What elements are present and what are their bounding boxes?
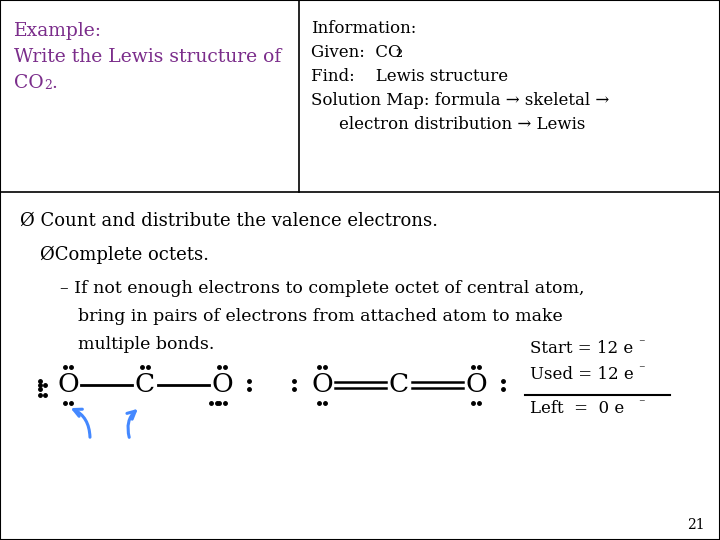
Text: C: C	[135, 373, 155, 397]
Text: bring in pairs of electrons from attached atom to make: bring in pairs of electrons from attache…	[78, 308, 563, 325]
Text: ØComplete octets.: ØComplete octets.	[40, 246, 209, 264]
Text: ⁻: ⁻	[638, 363, 644, 376]
Text: – If not enough electrons to complete octet of central atom,: – If not enough electrons to complete oc…	[60, 280, 585, 296]
Text: multiple bonds.: multiple bonds.	[78, 336, 215, 353]
Text: C: C	[389, 373, 409, 397]
Text: Solution Map: formula → skeletal →: Solution Map: formula → skeletal →	[311, 92, 609, 109]
Text: 2: 2	[395, 49, 402, 59]
Text: 2: 2	[44, 79, 52, 92]
Text: electron distribution → Lewis: electron distribution → Lewis	[339, 116, 585, 133]
Text: O: O	[57, 373, 79, 397]
Text: 21: 21	[688, 518, 705, 532]
Text: O: O	[465, 373, 487, 397]
Text: .: .	[51, 74, 57, 92]
Text: ⁻: ⁻	[638, 337, 644, 350]
Text: Used = 12 e: Used = 12 e	[530, 366, 634, 383]
Text: ⁻: ⁻	[638, 397, 644, 410]
Text: Ø Count and distribute the valence electrons.: Ø Count and distribute the valence elect…	[20, 212, 438, 230]
Text: O: O	[211, 373, 233, 397]
Text: Write the Lewis structure of: Write the Lewis structure of	[14, 48, 282, 66]
Text: O: O	[311, 373, 333, 397]
Text: CO: CO	[14, 74, 44, 92]
Text: Left  =  0 e: Left = 0 e	[530, 400, 624, 417]
Text: Example:: Example:	[14, 22, 102, 40]
Text: Information:: Information:	[311, 20, 416, 37]
Text: Find:    Lewis structure: Find: Lewis structure	[311, 68, 508, 85]
Text: Given:  CO: Given: CO	[311, 44, 401, 61]
Text: Start = 12 e: Start = 12 e	[530, 340, 634, 357]
